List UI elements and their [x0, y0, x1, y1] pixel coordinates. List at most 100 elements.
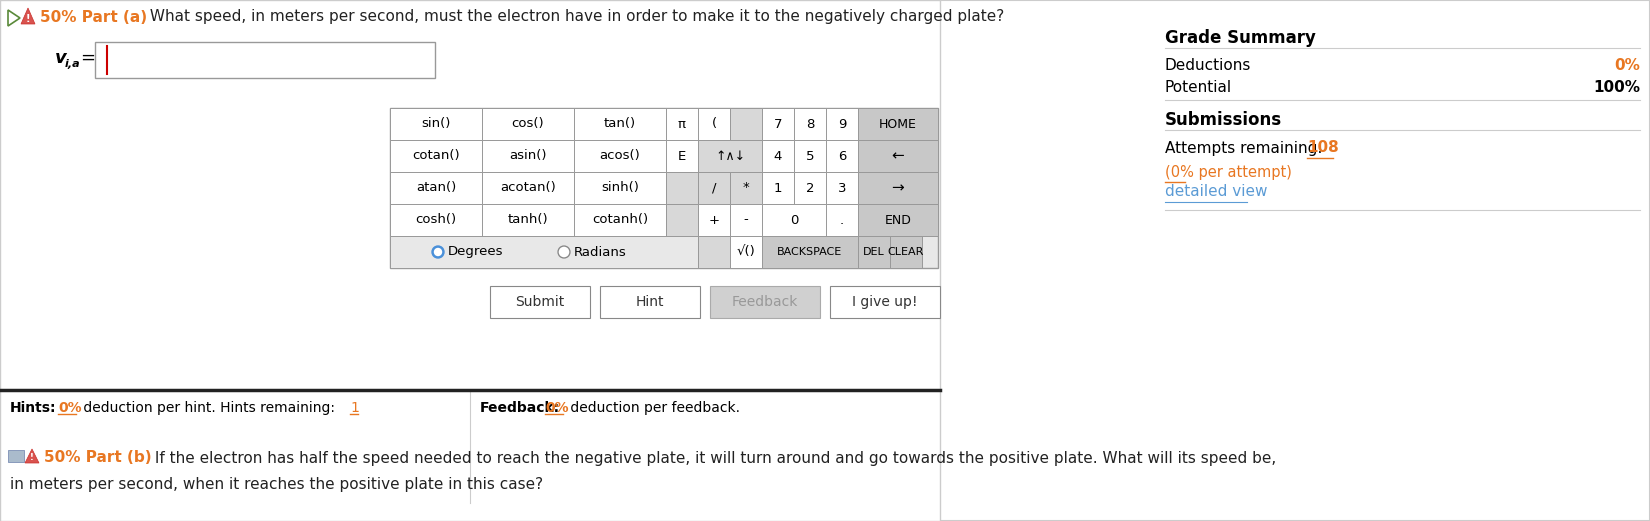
- Text: Hints:: Hints:: [10, 401, 56, 415]
- Circle shape: [434, 249, 442, 255]
- Bar: [827, 140, 858, 172]
- Bar: [667, 172, 698, 204]
- Text: tan(): tan(): [604, 118, 635, 130]
- Bar: [8, 450, 25, 462]
- Text: tanh(): tanh(): [508, 214, 548, 227]
- Text: acotan(): acotan(): [500, 181, 556, 194]
- Bar: [389, 108, 482, 140]
- Bar: [601, 286, 700, 318]
- Text: 9: 9: [838, 118, 846, 130]
- Text: (0% per attempt): (0% per attempt): [1165, 165, 1292, 180]
- Bar: [96, 42, 436, 78]
- Text: Feedback: Feedback: [733, 295, 799, 309]
- Bar: [389, 236, 698, 268]
- Bar: [482, 108, 574, 140]
- Text: i,a: i,a: [64, 59, 81, 69]
- Text: Submissions: Submissions: [1165, 111, 1282, 129]
- Text: =: =: [79, 49, 96, 67]
- Bar: [827, 172, 858, 204]
- Bar: [667, 140, 698, 172]
- Text: 1: 1: [774, 181, 782, 194]
- Text: /: /: [711, 181, 716, 194]
- Bar: [0, 0, 940, 521]
- Text: cos(): cos(): [512, 118, 544, 130]
- Bar: [698, 140, 762, 172]
- Text: 100%: 100%: [1592, 81, 1640, 95]
- Bar: [574, 172, 667, 204]
- Bar: [490, 286, 591, 318]
- Bar: [574, 108, 667, 140]
- Text: 0: 0: [790, 214, 799, 227]
- Text: 6: 6: [838, 150, 846, 163]
- Bar: [794, 108, 827, 140]
- Bar: [667, 204, 698, 236]
- Text: acos(): acos(): [599, 150, 640, 163]
- Bar: [389, 172, 482, 204]
- Bar: [729, 108, 762, 140]
- Circle shape: [432, 246, 444, 258]
- Text: detailed view: detailed view: [1165, 184, 1267, 200]
- Text: asin(): asin(): [510, 150, 546, 163]
- Text: !: !: [26, 14, 30, 24]
- Text: CLEAR: CLEAR: [888, 247, 924, 257]
- Text: ↑∧↓: ↑∧↓: [714, 150, 746, 163]
- Bar: [667, 108, 698, 140]
- Text: √(): √(): [736, 245, 756, 258]
- Text: *: *: [742, 181, 749, 194]
- Text: Grade Summary: Grade Summary: [1165, 29, 1317, 47]
- Text: +: +: [708, 214, 719, 227]
- Bar: [698, 204, 729, 236]
- Text: I give up!: I give up!: [853, 295, 917, 309]
- Text: (: (: [711, 118, 716, 130]
- Text: 0%: 0%: [58, 401, 81, 415]
- Bar: [762, 204, 827, 236]
- Polygon shape: [25, 449, 40, 463]
- Text: 4: 4: [774, 150, 782, 163]
- Text: 3: 3: [838, 181, 846, 194]
- Bar: [482, 172, 574, 204]
- Text: π: π: [678, 118, 686, 130]
- Text: v: v: [54, 49, 66, 67]
- Bar: [858, 236, 889, 268]
- Text: atan(): atan(): [416, 181, 455, 194]
- Bar: [482, 140, 574, 172]
- Bar: [762, 108, 794, 140]
- Text: Feedback:: Feedback:: [480, 401, 559, 415]
- Bar: [698, 236, 729, 268]
- Text: BACKSPACE: BACKSPACE: [777, 247, 843, 257]
- Text: Attempts remaining:: Attempts remaining:: [1165, 141, 1327, 155]
- Circle shape: [558, 246, 569, 258]
- Bar: [858, 140, 937, 172]
- Text: deduction per feedback.: deduction per feedback.: [566, 401, 739, 415]
- Bar: [729, 204, 762, 236]
- Text: Hint: Hint: [635, 295, 665, 309]
- Bar: [858, 204, 937, 236]
- Text: Degrees: Degrees: [449, 245, 503, 258]
- Text: Potential: Potential: [1165, 81, 1233, 95]
- Text: cotanh(): cotanh(): [592, 214, 648, 227]
- Text: sinh(): sinh(): [601, 181, 639, 194]
- Bar: [574, 204, 667, 236]
- Text: DEL: DEL: [863, 247, 884, 257]
- Text: Deductions: Deductions: [1165, 57, 1251, 72]
- Text: Radians: Radians: [574, 245, 627, 258]
- Bar: [710, 286, 820, 318]
- Text: .: .: [840, 214, 845, 227]
- Bar: [389, 140, 482, 172]
- Bar: [830, 286, 940, 318]
- Text: 0%: 0%: [1614, 57, 1640, 72]
- Bar: [794, 140, 827, 172]
- Text: 5: 5: [805, 150, 813, 163]
- Bar: [729, 172, 762, 204]
- Polygon shape: [8, 10, 20, 26]
- Text: !: !: [30, 453, 35, 463]
- Text: 7: 7: [774, 118, 782, 130]
- Text: cosh(): cosh(): [416, 214, 457, 227]
- Bar: [858, 172, 937, 204]
- Bar: [762, 140, 794, 172]
- Text: sin(): sin(): [421, 118, 450, 130]
- Text: If the electron has half the speed needed to reach the negative plate, it will t: If the electron has half the speed neede…: [150, 451, 1275, 465]
- Bar: [729, 236, 762, 268]
- Text: -: -: [744, 214, 749, 227]
- Text: deduction per hint. Hints remaining:: deduction per hint. Hints remaining:: [79, 401, 340, 415]
